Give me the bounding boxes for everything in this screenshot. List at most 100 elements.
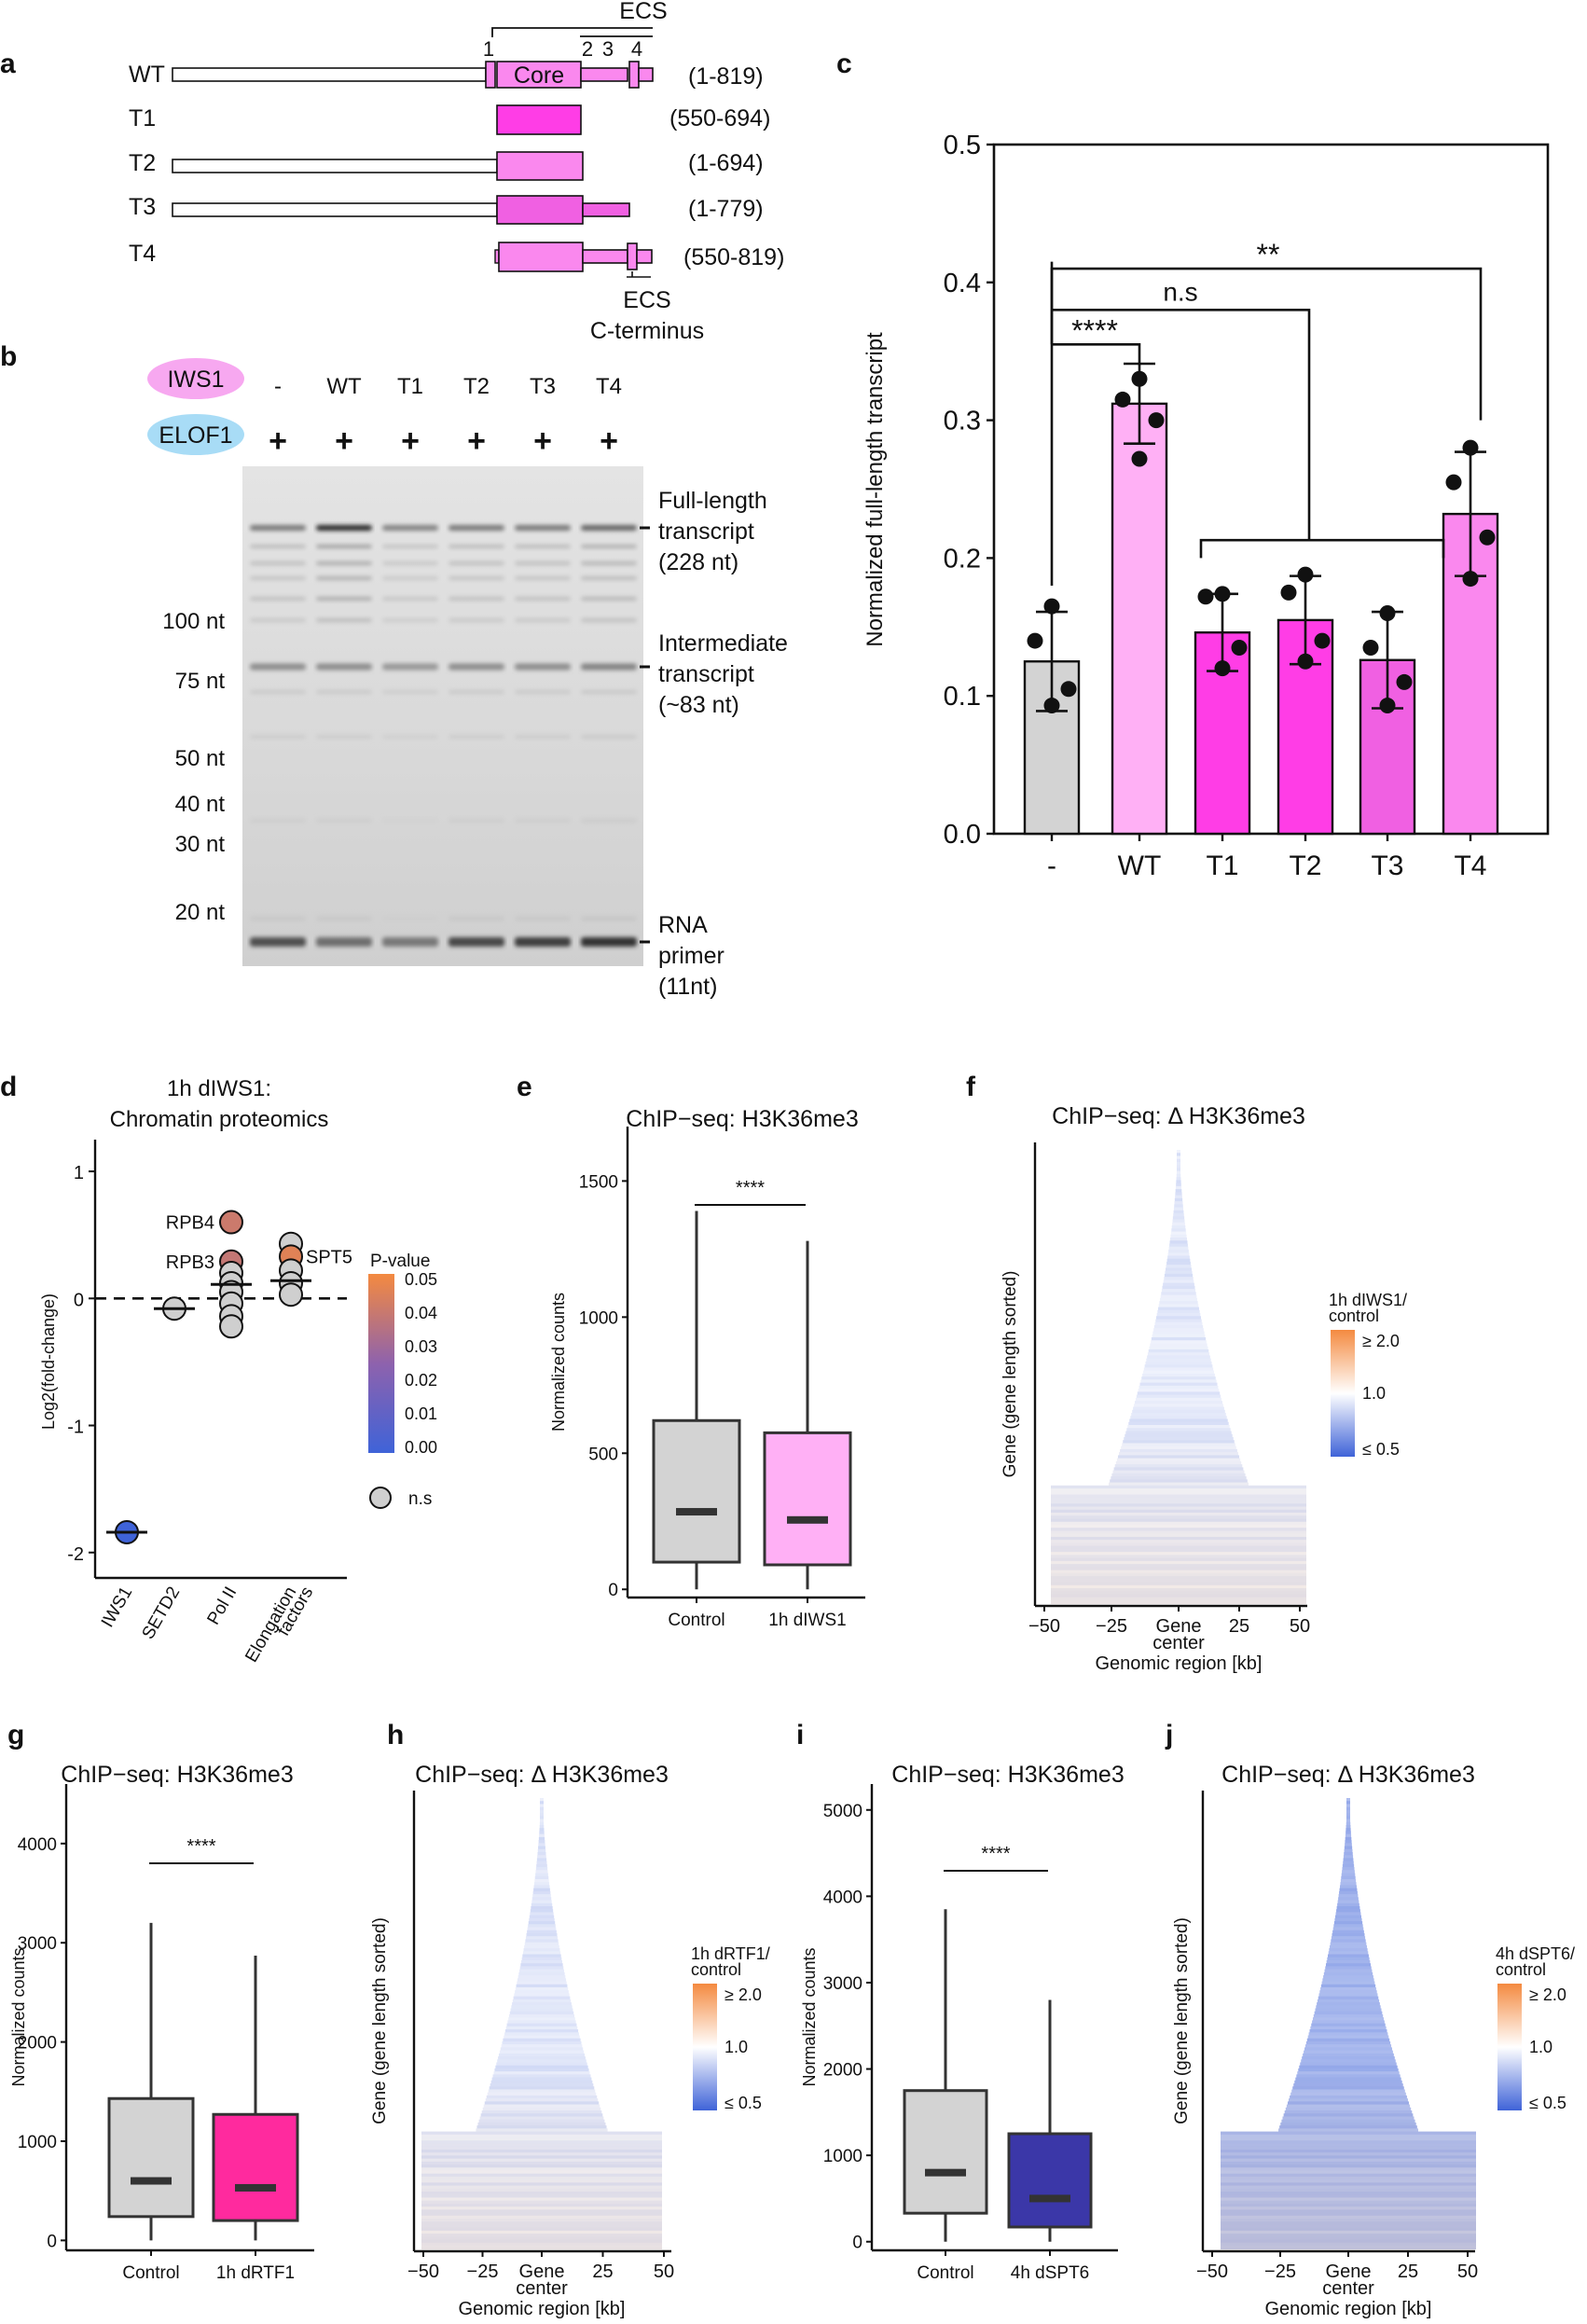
gel-band	[316, 597, 372, 601]
band-annotation: primer	[658, 943, 724, 969]
gel-band	[250, 576, 306, 580]
heat-row	[1167, 1252, 1190, 1257]
x-tick-label: −25	[467, 2262, 499, 2282]
heat-row	[1221, 2215, 1476, 2220]
data-point	[1043, 598, 1060, 615]
plus-sign: +	[335, 423, 353, 459]
panel-label-b: b	[0, 341, 17, 372]
heat-row	[1283, 2113, 1414, 2118]
heat-row	[1128, 1421, 1229, 1426]
construct-name-t3: T3	[129, 194, 156, 220]
heat-row	[1291, 2089, 1405, 2094]
band-annotation: (~83 nt)	[658, 692, 739, 718]
y-axis-title: Normalized full-length transcript	[862, 332, 888, 647]
bar	[1111, 402, 1168, 836]
heat-row	[518, 1971, 565, 1976]
heat-row	[1174, 1204, 1183, 1209]
heat-row	[523, 1948, 560, 1953]
heat-row	[1051, 1521, 1306, 1526]
heat-row	[1169, 1238, 1188, 1242]
y-tick-label: 1500	[579, 1172, 618, 1192]
heat-row	[1221, 2230, 1476, 2234]
legend-tick-label: 0.05	[405, 1270, 437, 1289]
heat-row	[1285, 2107, 1412, 2111]
heat-row	[421, 2219, 662, 2223]
legend-colorbar	[1497, 1984, 1522, 2110]
gel-band	[382, 618, 438, 622]
gel-band	[581, 937, 637, 947]
lane-label: T4	[596, 374, 622, 399]
x-tick-label: Gene	[1156, 1616, 1202, 1637]
ecs-top-label: ECS	[619, 0, 667, 24]
heat-row	[1221, 2209, 1476, 2214]
heat-row	[1346, 1801, 1350, 1805]
heat-row	[1113, 1467, 1244, 1472]
heat-row	[1177, 1161, 1180, 1166]
heat-row	[1335, 1915, 1361, 1919]
heat-row	[1221, 2192, 1476, 2196]
heat-row	[1051, 1491, 1306, 1496]
data-point	[1445, 474, 1462, 491]
heat-row	[1051, 1485, 1306, 1489]
gel-band	[250, 618, 306, 622]
sig-label: ****	[1071, 313, 1118, 347]
heat-row	[1137, 1391, 1221, 1396]
elof1-label: ELOF1	[159, 422, 232, 449]
construct-range-t3: (1-779)	[688, 196, 764, 222]
data-point	[1114, 391, 1131, 408]
heat-row	[1051, 1548, 1306, 1553]
heat-row	[1346, 1828, 1351, 1833]
heat-row	[1138, 1385, 1219, 1390]
heat-row	[512, 1999, 572, 2003]
data-point	[1462, 571, 1479, 588]
heat-row	[509, 2011, 574, 2015]
heat-row	[521, 1957, 562, 1961]
heat-row	[517, 1981, 567, 1985]
heat-row	[529, 1917, 555, 1922]
y-tick-label: 0.1	[944, 682, 981, 712]
x-tick-sublabel: center	[516, 2278, 568, 2299]
heat-row	[1337, 1902, 1359, 1907]
size-marker-label: 20 nt	[175, 900, 226, 925]
heat-row	[1311, 2023, 1386, 2027]
heat-row	[421, 2236, 662, 2241]
heat-row	[1131, 1413, 1226, 1418]
heat-row	[519, 1966, 564, 1971]
heat-row	[1142, 1370, 1215, 1375]
heat-row	[521, 1959, 562, 1964]
panel-j-heatmap: ChIP−seq: Δ H3K36me3 −50 −25 Gene 25 50 center…	[1172, 1762, 1575, 2319]
heat-row	[421, 2197, 662, 2202]
data-point	[1131, 450, 1148, 467]
x-tick-label: 1h dIWS1	[768, 1611, 846, 1630]
gel-band	[250, 690, 306, 694]
heat-row	[538, 1840, 545, 1845]
gel-band	[581, 818, 637, 823]
x-tick-label: Gene	[1326, 2262, 1372, 2282]
heat-row	[1174, 1201, 1183, 1206]
heat-row	[1161, 1292, 1196, 1296]
heat-row	[1177, 1155, 1180, 1160]
heat-row	[499, 2050, 585, 2054]
x-tick-label: −25	[1264, 2262, 1296, 2282]
x-tick-label: -	[1047, 851, 1056, 881]
heat-row	[1162, 1285, 1195, 1290]
gel-band	[581, 576, 637, 580]
heat-row	[1126, 1428, 1231, 1432]
c-terminus-label: C-terminus	[590, 318, 704, 344]
heat-row	[530, 1912, 554, 1916]
heat-row	[1051, 1536, 1306, 1541]
construct-range-t1: (550-694)	[669, 105, 770, 131]
heat-row	[539, 1828, 545, 1833]
gel-band	[316, 561, 372, 565]
heat-row	[1345, 1836, 1352, 1841]
heat-row	[1139, 1382, 1218, 1387]
heat-row	[505, 2026, 578, 2030]
y-tick-label: 4000	[823, 1888, 862, 1907]
gel-band	[382, 916, 438, 921]
heat-row	[1173, 1210, 1184, 1214]
legend-tick-label: 0.00	[405, 1438, 437, 1457]
heat-row	[1333, 1921, 1363, 1926]
heat-row	[421, 2179, 662, 2184]
heat-row	[1135, 1397, 1222, 1402]
heat-row	[1221, 2173, 1476, 2178]
